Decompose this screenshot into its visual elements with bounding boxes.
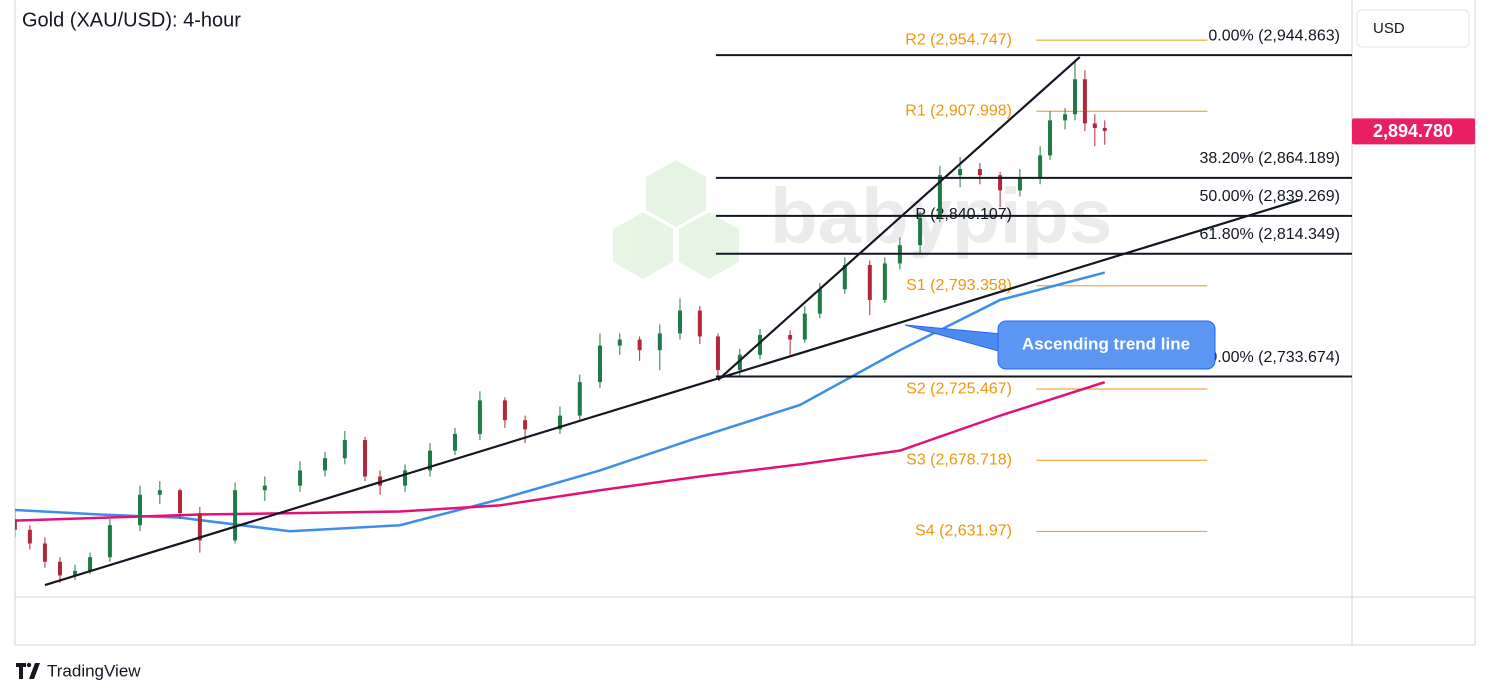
chart-title: Gold (XAU/USD): 4-hour (22, 9, 241, 31)
pivot-label: R1 (2,907.998) (905, 102, 1012, 119)
candle-body (477, 400, 482, 434)
candle-body (403, 470, 408, 486)
candle-body (958, 169, 963, 176)
candle-body (137, 494, 142, 526)
candle-body (15, 519, 17, 530)
candle-body (918, 217, 923, 246)
candle-body (233, 490, 238, 541)
candle-body (802, 313, 807, 340)
candle-body (452, 433, 457, 451)
pivot-label: S2 (2,725.467) (906, 380, 1012, 397)
candle-body (107, 525, 112, 558)
callout-text: Ascending trend line (1022, 334, 1190, 353)
candle-body (817, 289, 822, 314)
candle-body (937, 175, 942, 218)
candle-body (157, 490, 162, 495)
last-price-box (1352, 118, 1475, 145)
currency: USD (1373, 20, 1405, 37)
candle-body (977, 169, 982, 176)
candle-body (557, 415, 562, 430)
candle-body (882, 263, 887, 300)
footer: TradingView (47, 661, 141, 680)
candle-body (1063, 114, 1068, 121)
currency-box (1356, 9, 1470, 48)
last-price-label: 2,894.780 (1373, 121, 1453, 141)
candle-body (342, 439, 347, 459)
candle-body (523, 420, 528, 430)
candle-body (758, 334, 763, 355)
candle-body (1072, 79, 1077, 115)
candle-body (842, 264, 847, 290)
candle-body (998, 175, 1003, 191)
candle-body (637, 339, 642, 351)
candle-body (617, 339, 622, 346)
candle-body (677, 310, 682, 334)
candle-body (657, 333, 662, 351)
fib-label: 50.00% (2,839.269) (1199, 188, 1340, 205)
moving-average (15, 380, 1106, 522)
candle-body (42, 543, 47, 562)
candle-body (867, 264, 872, 300)
pivot-label: S3 (2,678.718) (906, 451, 1012, 468)
candle-body (1048, 120, 1053, 156)
candle-body (197, 513, 202, 541)
fib-label: 0.00% (2,944.863) (1208, 27, 1340, 44)
candle-body (323, 458, 328, 471)
candle-body (73, 570, 78, 576)
trend-line (44, 198, 1301, 587)
candle-body (597, 345, 602, 383)
candle-body (1038, 155, 1043, 179)
candle-body (1092, 123, 1097, 128)
candle-body (1082, 79, 1087, 124)
candle-body (262, 485, 267, 491)
candle-body (298, 470, 303, 486)
callout-box (997, 320, 1216, 370)
pivot-label: P (2,840.107) (915, 206, 1012, 223)
fib-label: 100.00% (2,733.674) (1191, 349, 1340, 366)
fib-label: 38.20% (2,864.189) (1199, 150, 1340, 167)
candle-body (27, 529, 32, 544)
pivot-label: S4 (2,631.97) (915, 523, 1012, 540)
candle-body (57, 561, 62, 576)
fib-label: 61.80% (2,814.349) (1199, 226, 1340, 243)
candle-body (502, 400, 507, 421)
pivot-label: R2 (2,954.747) (905, 31, 1012, 48)
candle-body (178, 490, 183, 514)
trend-line (717, 56, 1081, 381)
moving-average (15, 271, 1106, 533)
candle-body (697, 310, 702, 337)
candle-body (577, 382, 582, 416)
candle-body (737, 354, 742, 370)
candle-body (715, 336, 720, 370)
candle-body (788, 334, 793, 340)
candle-body (1017, 178, 1022, 191)
pivot-label: S1 (2,793.358) (906, 277, 1012, 294)
candle-body (1102, 127, 1107, 132)
candle-body (88, 557, 93, 571)
candle-body (428, 450, 433, 471)
footer-logo (16, 662, 40, 679)
candle-body (363, 439, 368, 477)
